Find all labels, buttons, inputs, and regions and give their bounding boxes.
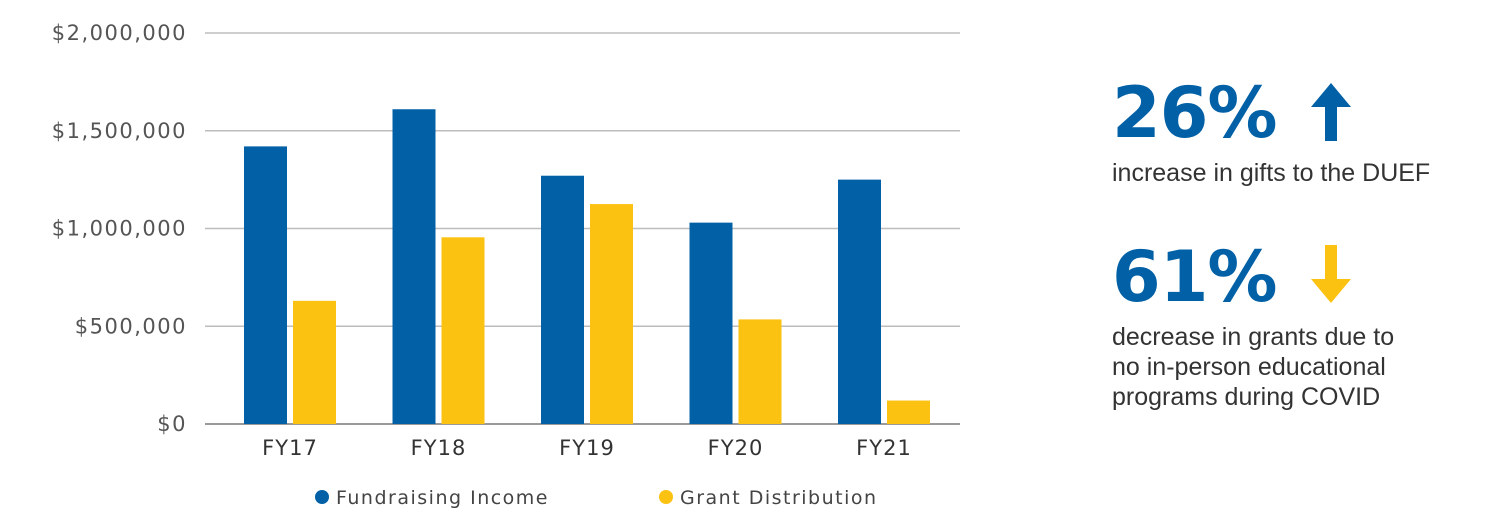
y-axis-tick-labels: $0 $500,000 $1,000,000 $1,500,000 $2,000,000 bbox=[52, 21, 187, 436]
y-tick-label: $1,500,000 bbox=[52, 119, 187, 143]
stat-gifts-value: 26% bbox=[1112, 72, 1278, 154]
x-axis-category-labels: FY17 FY18 FY19 FY20 FY21 bbox=[262, 436, 912, 460]
x-category-label: FY17 bbox=[262, 436, 318, 460]
bar-fundraising-income-fy20 bbox=[689, 222, 733, 424]
stat-grants-value: 61% bbox=[1112, 236, 1278, 318]
x-category-label: FY20 bbox=[708, 436, 764, 460]
y-tick-label: $500,000 bbox=[75, 314, 187, 338]
stat-gifts-increase: 26% increase in gifts to the DUEF bbox=[1112, 78, 1482, 188]
x-category-label: FY18 bbox=[411, 436, 467, 460]
legend-marker bbox=[659, 490, 673, 504]
arrow-up-icon bbox=[1309, 81, 1353, 146]
legend-label: Grant Distribution bbox=[680, 487, 878, 509]
x-category-label: FY21 bbox=[856, 436, 912, 460]
legend: Fundraising Income Grant Distribution bbox=[315, 487, 878, 509]
x-category-label: FY19 bbox=[559, 436, 615, 460]
stat-grants-caption: decrease in grants due to no in-person e… bbox=[1112, 323, 1395, 411]
bar-chart: $0 $500,000 $1,000,000 $1,500,000 $2,000,000… bbox=[52, 21, 960, 509]
bar-fundraising-income-fy18 bbox=[392, 109, 436, 425]
stat-grants-decrease: 61% decrease in grants due to no in-pers… bbox=[1112, 242, 1482, 412]
legend-marker bbox=[315, 490, 329, 504]
bar-fundraising-income-fy21 bbox=[838, 179, 881, 424]
bar-grant-distribution-fy19 bbox=[590, 204, 633, 424]
bar-grant-distribution-fy17 bbox=[293, 300, 336, 424]
legend-label: Fundraising Income bbox=[336, 487, 549, 509]
stat-gifts-caption: increase in gifts to the DUEF bbox=[1112, 159, 1431, 187]
bars bbox=[244, 109, 930, 425]
bar-grant-distribution-fy20 bbox=[738, 319, 782, 424]
y-tick-label: $1,000,000 bbox=[52, 217, 187, 241]
bar-grant-distribution-fy21 bbox=[887, 400, 930, 424]
bar-fundraising-income-fy19 bbox=[541, 175, 584, 424]
y-tick-label: $0 bbox=[157, 412, 187, 436]
arrow-down-icon bbox=[1309, 244, 1353, 310]
y-tick-label: $2,000,000 bbox=[52, 21, 187, 45]
bar-fundraising-income-fy17 bbox=[244, 146, 287, 424]
bar-grant-distribution-fy18 bbox=[441, 237, 485, 424]
